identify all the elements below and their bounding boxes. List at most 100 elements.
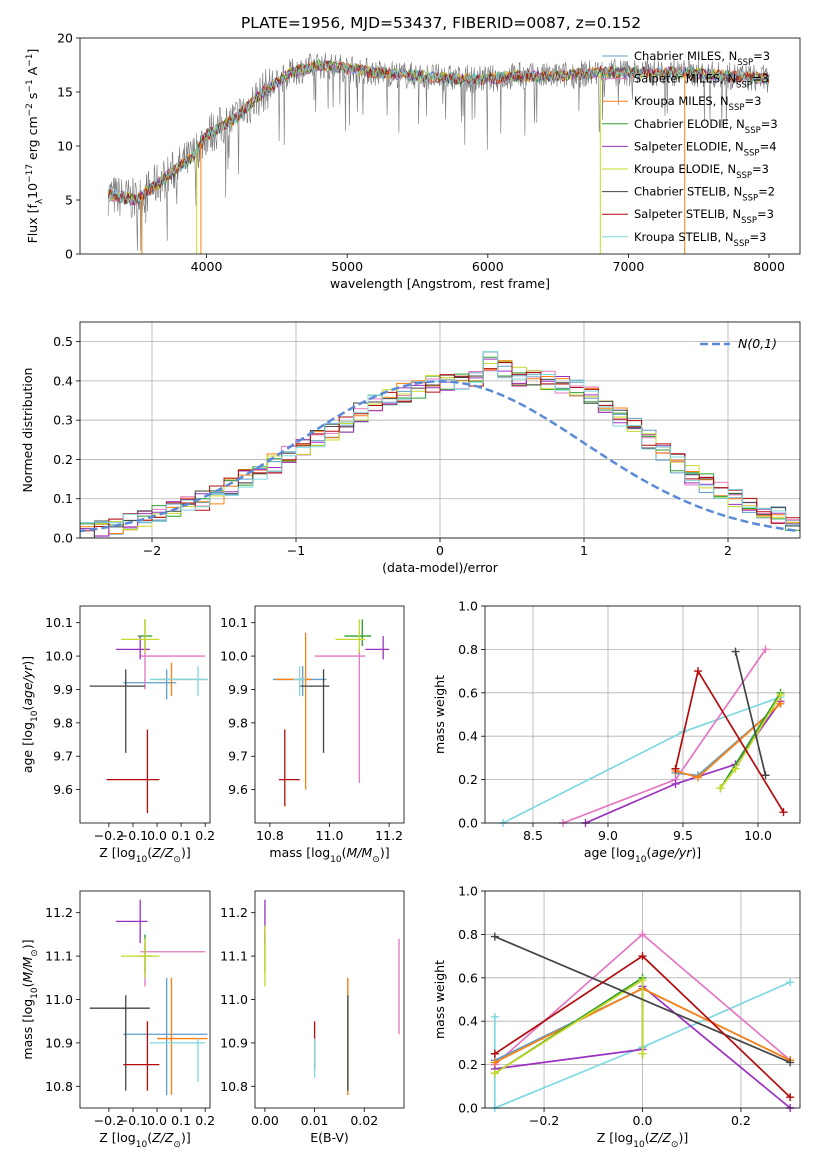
x-tick-label: 6000	[472, 259, 504, 274]
legend-label-count: =4	[760, 139, 777, 153]
label-part: )]	[380, 845, 390, 860]
weight-marker-salpeter_miles	[638, 930, 647, 939]
legend-label-kroupa_miles: Kroupa MILES, NSSP=3	[634, 94, 761, 113]
x-axis-label: E(B-V)	[310, 1130, 349, 1145]
label-part: (	[147, 1130, 152, 1145]
label-part: ⊙	[372, 855, 380, 865]
label-part: Z [log	[99, 845, 135, 860]
mass_vs_Z-panel: −0.2−0.10.0 0.1 0.2 10.8 10.9 11.0 11.1 11.2 Z […	[20, 890, 215, 1150]
x-tick-label: 10.8	[256, 828, 284, 843]
label-part: Z/Z	[151, 1130, 174, 1145]
label-part: ⊙	[30, 949, 40, 957]
label-part: 10	[330, 855, 342, 865]
x-axis-label: mass [log10(M/M⊙)]	[269, 845, 389, 865]
y-tick-label: 10.9	[220, 1035, 248, 1050]
figure-title: PLATE=1956, MJD=53437, FIBERID=0087, z=0…	[241, 14, 641, 32]
weight-marker-salpeter_stelib	[671, 764, 680, 773]
legend-label-chabrier_stelib: Chabrier STELIB, NSSP=2	[634, 185, 775, 204]
y-axis-label: mass weight	[432, 960, 447, 1039]
spectrum-panel: 4000 5000 6000 7000 8000 0 5 10 15 20 wavelength […	[25, 31, 801, 291]
label-part: Normed distribution	[20, 368, 35, 493]
label-part: age [log	[20, 722, 35, 773]
x-tick-label: −2	[143, 543, 161, 558]
y-tick-label: 9.7	[228, 749, 248, 764]
normal-curve	[80, 380, 800, 533]
y-tick-label: 0.0	[458, 816, 478, 831]
label-part: (	[20, 982, 35, 987]
y-tick-label: 10.1	[45, 615, 73, 630]
y-tick-label: 1.0	[458, 599, 478, 614]
label-part: (	[646, 845, 651, 860]
y-tick-label: 10	[57, 139, 73, 154]
weight-marker-kroupa_miles	[694, 773, 702, 782]
label-part: Z/Z	[151, 845, 174, 860]
legend-label-sub: SSP	[734, 239, 750, 249]
x-tick-label: 8000	[753, 259, 785, 274]
legend-label-sub: SSP	[737, 58, 753, 68]
y-tick-label: 0.6	[458, 685, 478, 700]
y-tick-label: 11.1	[45, 949, 73, 964]
weight-marker-kroupa_elodie	[638, 975, 647, 984]
label-part: )]	[20, 939, 35, 949]
x-tick-label: 9.5	[673, 828, 693, 843]
y-tick-label: 10.9	[45, 1035, 73, 1050]
label-part: M/M	[347, 845, 373, 860]
y-tick-label: 0.2	[458, 1057, 478, 1072]
x-axis-label: Z [log10(Z/Z⊙)]	[99, 1130, 190, 1150]
y-tick-label: 9.7	[53, 749, 73, 764]
y-tick-label: 10.1	[220, 615, 248, 630]
weight-marker-kroupa_stelib	[786, 978, 795, 987]
label-part: (	[342, 845, 347, 860]
axes-frame	[254, 890, 405, 1109]
y-tick-label: 11.1	[220, 949, 248, 964]
legend-label-sub: SSP	[736, 171, 752, 181]
x-tick-label: 8.5	[523, 828, 543, 843]
label-part: −1	[25, 54, 35, 67]
legend-label-text: Salpeter ELODIE, N	[634, 139, 744, 153]
label-part: 10	[136, 1140, 148, 1150]
axes-frame	[79, 321, 801, 539]
y-axis-label: mass weight	[432, 675, 447, 754]
x-tick-label: −0.2	[94, 1113, 124, 1128]
label-part: −17	[25, 164, 35, 183]
weight-marker-chabrier_stelib	[786, 1058, 795, 1067]
x-tick-label: −0.2	[529, 1113, 559, 1128]
label-part: 10	[30, 987, 40, 999]
weight-marker-kroupa_elodie	[716, 784, 725, 793]
axes-frame	[79, 890, 211, 1109]
x-axis-label: wavelength [Angstrom, rest frame]	[330, 276, 550, 291]
legend-label-text: Kroupa MILES, N	[634, 94, 729, 108]
weight-marker-kroupa_stelib	[490, 1012, 499, 1021]
y-tick-label: 9.6	[53, 782, 73, 797]
x-tick-label: 0.0	[633, 1113, 653, 1128]
y-tick-label: 15	[57, 85, 73, 100]
label-part: ⊙	[671, 1140, 679, 1150]
y-axis-label: mass [log10(M/M⊙)]	[20, 939, 40, 1059]
legend-label-count: =3	[753, 49, 770, 63]
x-tick-label: 7000	[613, 259, 645, 274]
y-tick-label: 10.0	[45, 649, 73, 664]
x-axis-label: (data-model)/error	[382, 560, 499, 575]
legend-label-count: =3	[757, 207, 774, 221]
label-part: −2	[25, 103, 35, 116]
model-fit-line-salpeter_stelib	[107, 60, 770, 205]
x-tick-label: 9.0	[598, 828, 618, 843]
legend-label-count: =2	[758, 185, 775, 199]
y-tick-label: 9.8	[53, 715, 73, 730]
y-tick-label: 0.0	[458, 1101, 478, 1116]
age_vs_Z-panel: −0.2−0.10.0 0.1 0.2 9.6 9.7 9.8 9.9 10.0 10.1 Z […	[20, 605, 215, 865]
x-tick-label: 5000	[331, 259, 363, 274]
legend-label-count: =3	[752, 162, 769, 176]
y-axis-label: Normed distribution	[20, 368, 35, 493]
y-tick-label: 0.2	[458, 772, 478, 787]
y-tick-label: 0.3	[53, 413, 73, 428]
label-part: 10	[635, 855, 647, 865]
label-part: ]	[25, 49, 40, 54]
y-tick-label: 0.8	[458, 642, 478, 657]
weight-marker-kroupa_miles	[490, 1058, 499, 1067]
y-tick-label: 10.8	[45, 1079, 73, 1094]
weight-marker-kroupa_elodie	[490, 1069, 499, 1078]
x-tick-label: 1	[580, 543, 588, 558]
axes-frame	[79, 605, 211, 824]
histogram-kroupa_stelib	[80, 351, 800, 526]
